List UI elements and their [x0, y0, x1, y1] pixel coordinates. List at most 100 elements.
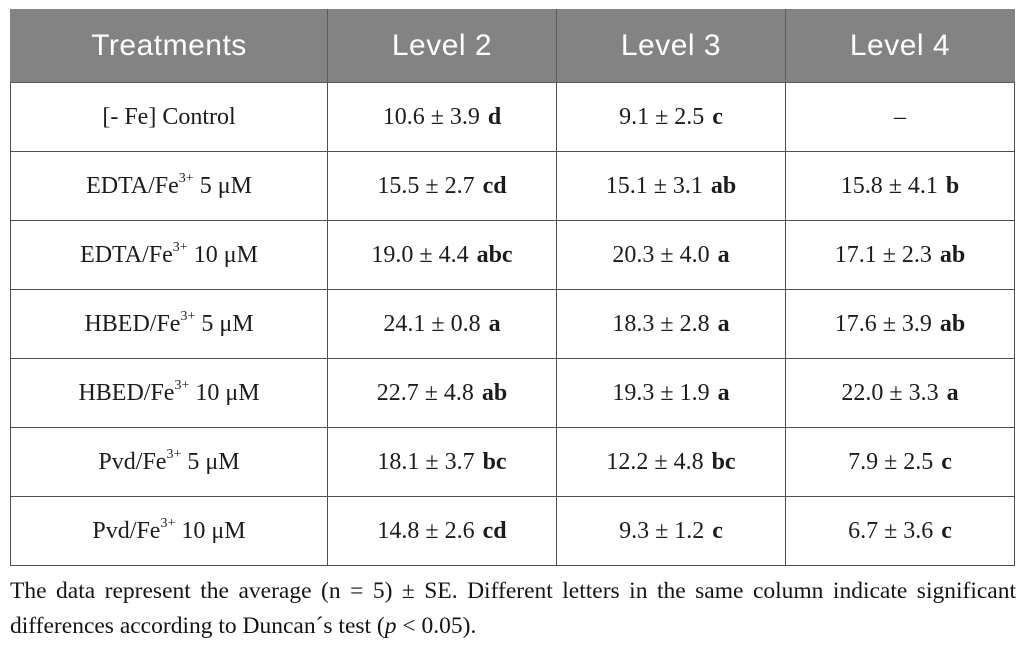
value-text: – [894, 103, 906, 130]
significance-letter: ab [481, 379, 508, 406]
value-text: 15.8 ± 4.1 [840, 172, 938, 199]
treatment-cell: HBED/Fe3+ 5 μM [10, 289, 328, 359]
significance-letter: cd [482, 517, 507, 544]
value-cell-level2: 24.1 ± 0.8 a [327, 289, 557, 359]
treatment-cell: Pvd/Fe3+ 5 μM [10, 427, 328, 497]
significance-letter: cd [482, 172, 507, 199]
significance-letter: c [941, 448, 952, 475]
value-text: 19.3 ± 1.9 [612, 379, 710, 406]
value-text: 15.1 ± 3.1 [605, 172, 703, 199]
treatment-cell: Pvd/Fe3+ 10 μM [10, 496, 328, 566]
significance-letter: d [487, 103, 502, 130]
value-text: 6.7 ± 3.6 [848, 517, 934, 544]
value-text: 18.3 ± 2.8 [612, 310, 710, 337]
value-cell-level2: 14.8 ± 2.6 cd [327, 496, 557, 566]
column-header-level3: Level 3 [556, 9, 786, 83]
value-text: 17.1 ± 2.3 [834, 241, 932, 268]
significance-letter: abc [476, 241, 513, 268]
value-text: 14.8 ± 2.6 [377, 517, 475, 544]
treatment-label: HBED/Fe [84, 310, 181, 337]
treatment-suffix: 5 μM [193, 172, 252, 199]
value-text: 15.5 ± 2.7 [377, 172, 475, 199]
significance-letter: ab [710, 172, 737, 199]
treatment-cell: HBED/Fe3+ 10 μM [10, 358, 328, 428]
treatment-superscript: 3+ [174, 377, 190, 393]
table-row: HBED/Fe3+ 5 μM 24.1 ± 0.8 a 18.3 ± 2.8 a 1… [10, 289, 1015, 359]
value-text: 17.6 ± 3.9 [834, 310, 932, 337]
table-footnote: The data represent the average (n = 5) ±… [10, 574, 1016, 644]
treatment-superscript: 3+ [166, 446, 182, 462]
value-cell-level4: – [785, 82, 1015, 152]
significance-letter: ab [939, 310, 966, 337]
value-text: 22.7 ± 4.8 [376, 379, 474, 406]
table-row: Pvd/Fe3+ 5 μM 18.1 ± 3.7 bc 12.2 ± 4.8 bc … [10, 427, 1015, 497]
value-cell-level4: 15.8 ± 4.1 b [785, 151, 1015, 221]
significance-letter: c [712, 103, 723, 130]
footnote-text: The data represent the average (n = 5) ±… [10, 578, 1016, 639]
significance-letter: a [488, 310, 501, 337]
significance-letter: bc [711, 448, 736, 475]
value-text: 20.3 ± 4.0 [612, 241, 710, 268]
significance-letter: a [717, 241, 730, 268]
value-cell-level3: 19.3 ± 1.9 a [556, 358, 786, 428]
value-cell-level4: 17.1 ± 2.3 ab [785, 220, 1015, 290]
significance-letter: b [945, 172, 960, 199]
footnote-italic-p: p [384, 613, 397, 639]
table-row: EDTA/Fe3+ 10 μM 19.0 ± 4.4 abc 20.3 ± 4.0… [10, 220, 1015, 290]
value-cell-level3: 9.3 ± 1.2 c [556, 496, 786, 566]
treatment-superscript: 3+ [180, 308, 196, 324]
value-cell-level4: 6.7 ± 3.6 c [785, 496, 1015, 566]
value-cell-level3: 9.1 ± 2.5 c [556, 82, 786, 152]
treatment-label: EDTA/Fe [80, 241, 173, 268]
value-text: 18.1 ± 3.7 [377, 448, 475, 475]
header-row: Treatments Level 2 Level 3 Level 4 [10, 9, 1015, 83]
value-cell-level3: 12.2 ± 4.8 bc [556, 427, 786, 497]
table-row: EDTA/Fe3+ 5 μM 15.5 ± 2.7 cd 15.1 ± 3.1 ab… [10, 151, 1015, 221]
value-text: 9.3 ± 1.2 [619, 517, 705, 544]
table-row: HBED/Fe3+ 10 μM 22.7 ± 4.8 ab 19.3 ± 1.9 a… [10, 358, 1015, 428]
column-header-treatments: Treatments [10, 9, 328, 83]
column-header-level4: Level 4 [785, 9, 1015, 83]
significance-letter: ab [939, 241, 966, 268]
value-cell-level2: 22.7 ± 4.8 ab [327, 358, 557, 428]
value-cell-level3: 18.3 ± 2.8 a [556, 289, 786, 359]
table-row: Pvd/Fe3+ 10 μM 14.8 ± 2.6 cd 9.3 ± 1.2 c 6… [10, 496, 1015, 566]
treatment-label: [- Fe] Control [102, 103, 236, 130]
treatment-label: HBED/Fe [78, 379, 175, 406]
treatment-suffix: 5 μM [181, 448, 240, 475]
value-cell-level4: 22.0 ± 3.3 a [785, 358, 1015, 428]
value-text: 7.9 ± 2.5 [848, 448, 934, 475]
value-cell-level2: 15.5 ± 2.7 cd [327, 151, 557, 221]
value-cell-level4: 7.9 ± 2.5 c [785, 427, 1015, 497]
value-text: 22.0 ± 3.3 [841, 379, 939, 406]
treatment-suffix: 5 μM [195, 310, 254, 337]
value-text: 12.2 ± 4.8 [606, 448, 704, 475]
significance-letter: a [717, 379, 730, 406]
treatment-label: Pvd/Fe [98, 448, 167, 475]
significance-letter: a [946, 379, 959, 406]
footnote-text: < 0.05). [396, 613, 477, 639]
treatment-suffix: 10 μM [189, 379, 260, 406]
value-cell-level2: 10.6 ± 3.9 d [327, 82, 557, 152]
treatment-label: Pvd/Fe [92, 517, 161, 544]
treatment-cell: EDTA/Fe3+ 5 μM [10, 151, 328, 221]
value-cell-level3: 15.1 ± 3.1 ab [556, 151, 786, 221]
treatment-suffix: 10 μM [187, 241, 258, 268]
treatment-suffix: 10 μM [175, 517, 246, 544]
table-row: [- Fe] Control 10.6 ± 3.9 d 9.1 ± 2.5 c – [10, 82, 1015, 152]
treatment-superscript: 3+ [160, 515, 176, 531]
value-text: 24.1 ± 0.8 [383, 310, 481, 337]
value-text: 19.0 ± 4.4 [371, 241, 469, 268]
treatment-cell: [- Fe] Control [10, 82, 328, 152]
value-cell-level2: 18.1 ± 3.7 bc [327, 427, 557, 497]
treatment-label: EDTA/Fe [86, 172, 179, 199]
significance-letter: c [712, 517, 723, 544]
significance-letter: bc [482, 448, 507, 475]
significance-letter: a [717, 310, 730, 337]
significance-letter: c [941, 517, 952, 544]
value-text: 9.1 ± 2.5 [619, 103, 705, 130]
treatment-cell: EDTA/Fe3+ 10 μM [10, 220, 328, 290]
column-header-level2: Level 2 [327, 9, 557, 83]
value-text: 10.6 ± 3.9 [382, 103, 480, 130]
